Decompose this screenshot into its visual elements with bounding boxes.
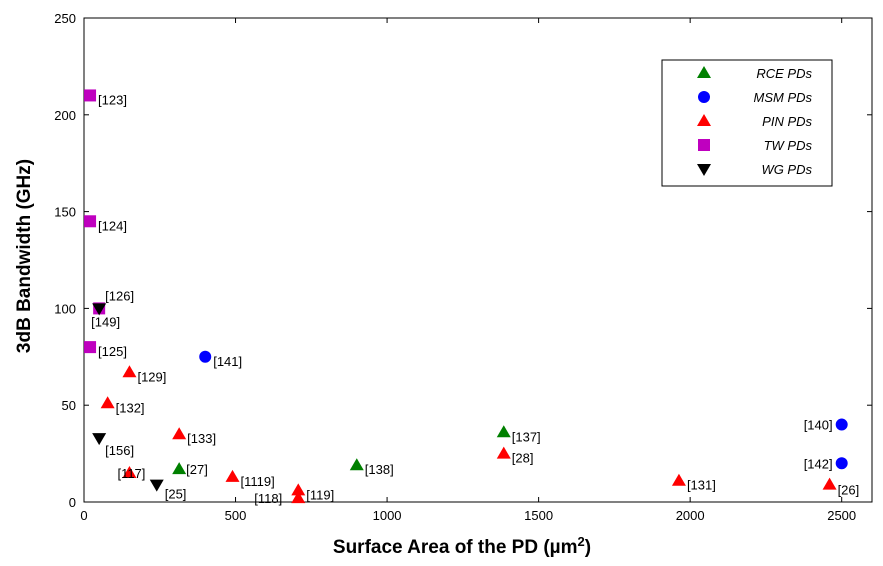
legend-entry: PIN PDs	[762, 114, 812, 129]
point-label: [156]	[105, 443, 134, 458]
point-label: [131]	[687, 478, 716, 493]
legend-entry: TW PDs	[764, 138, 813, 153]
y-tick-label: 100	[54, 301, 76, 316]
point-label: [117]	[117, 466, 145, 481]
data-point	[835, 418, 848, 431]
data-point	[122, 465, 137, 478]
y-tick-label: 150	[54, 205, 76, 220]
data-point	[92, 303, 107, 316]
data-point	[822, 477, 837, 490]
data-point	[84, 89, 97, 102]
data-point	[122, 365, 137, 378]
data-point	[149, 479, 164, 492]
data-points	[84, 89, 848, 504]
y-tick-label: 250	[54, 11, 76, 26]
data-point	[225, 469, 240, 482]
point-label: [138]	[365, 462, 394, 477]
data-point	[349, 458, 364, 471]
data-point	[92, 433, 107, 446]
legend-marker-icon	[697, 164, 711, 176]
point-label: [27]	[186, 462, 208, 477]
data-point	[199, 350, 212, 363]
y-tick-label: 50	[62, 398, 76, 413]
x-tick-label: 2000	[676, 508, 705, 523]
data-point	[84, 341, 97, 354]
data-point	[835, 457, 848, 470]
plot-area	[83, 17, 873, 503]
legend-box	[661, 59, 833, 187]
point-label: [123]	[98, 92, 127, 107]
legend-marker-icon	[697, 66, 711, 78]
tick-labels: 0 500 1000 1500 2000 2500 0 50 100 150 200 250	[54, 11, 856, 523]
point-label: [1119]	[241, 474, 275, 489]
data-point	[172, 427, 187, 440]
y-tick-label: 0	[69, 495, 76, 510]
point-label: [140]	[804, 418, 833, 433]
point-label: [25]	[165, 487, 187, 502]
x-tick-label: 2500	[827, 508, 856, 523]
point-label: [149]	[91, 314, 120, 329]
point-label: [119]	[306, 487, 334, 502]
point-labels: [27] [138] [137] [141] [140] [142] [129] [132] […	[91, 92, 859, 506]
data-point	[291, 483, 306, 496]
legend: RCE PDs MSM PDs PIN PDs TW PDs WG PDs	[661, 59, 833, 187]
point-label: [124]	[98, 218, 127, 233]
point-label: [28]	[512, 451, 534, 466]
point-label: [142]	[804, 456, 833, 471]
data-point	[84, 215, 97, 228]
legend-marker-icon	[697, 114, 711, 126]
y-axis-title: 3dB Bandwidth (GHz)	[14, 159, 35, 353]
point-label: [118]	[254, 491, 282, 506]
legend-marker-icon	[698, 91, 710, 103]
point-label: [133]	[187, 431, 216, 446]
point-label: [132]	[116, 400, 145, 415]
data-point	[671, 473, 686, 486]
legend-entry: WG PDs	[761, 162, 812, 177]
point-label: [129]	[137, 369, 166, 384]
x-tick-label: 0	[80, 508, 87, 523]
legend-entry: RCE PDs	[756, 66, 812, 81]
y-tick-label: 200	[54, 108, 76, 123]
data-point	[496, 425, 511, 438]
data-point	[291, 491, 306, 504]
legend-entry: MSM PDs	[754, 90, 813, 105]
axis-ticks	[83, 17, 872, 503]
data-point	[172, 462, 187, 475]
point-label: [126]	[105, 288, 134, 303]
data-point	[100, 396, 115, 409]
x-axis-title: Surface Area of the PD (µm2)	[333, 534, 591, 558]
x-tick-label: 1000	[373, 508, 402, 523]
x-tick-label: 500	[225, 508, 247, 523]
data-point	[496, 446, 511, 459]
legend-marker-icon	[698, 139, 710, 151]
point-label: [26]	[838, 483, 860, 498]
point-label: [125]	[98, 344, 127, 359]
point-label: [137]	[512, 429, 541, 444]
point-label: [141]	[213, 354, 242, 369]
x-tick-label: 1500	[524, 508, 553, 523]
